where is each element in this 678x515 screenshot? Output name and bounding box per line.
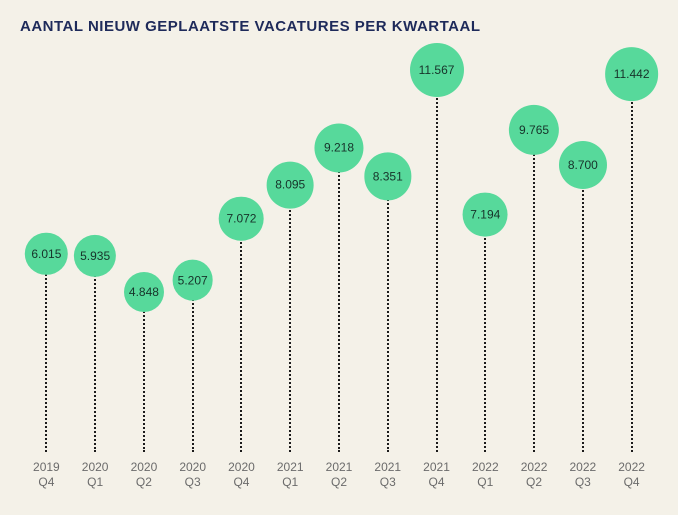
bubble-value: 11.442 [614, 67, 650, 81]
x-axis-quarter: Q4 [608, 475, 656, 490]
chart-stem [45, 254, 47, 452]
x-axis-year: 2021 [413, 460, 461, 475]
bubble-value: 8.700 [568, 158, 598, 172]
chart-stem [143, 292, 145, 452]
x-axis-label: 2022Q3 [559, 460, 607, 515]
x-axis-year: 2021 [364, 460, 412, 475]
x-axis-quarter: Q3 [169, 475, 217, 490]
x-axis-label: 2021Q1 [266, 460, 314, 515]
chart-column: 8.351 2021Q3 [364, 0, 412, 515]
x-axis-year: 2020 [169, 460, 217, 475]
chart-column: 11.442 2022Q4 [608, 0, 656, 515]
x-axis-quarter: Q3 [559, 475, 607, 490]
chart-bubble: 11.567 [410, 43, 464, 97]
chart-column: 9.218 2021Q2 [315, 0, 363, 515]
bubble-value: 4.848 [129, 285, 159, 299]
chart-column: 7.072 2020Q4 [217, 0, 265, 515]
bubble-value: 6.015 [31, 246, 61, 260]
chart-stem [436, 70, 438, 452]
bubble-value: 5.207 [178, 273, 208, 287]
chart-bubble: 4.848 [124, 272, 164, 312]
x-axis-label: 2020Q3 [169, 460, 217, 515]
x-axis-quarter: Q2 [120, 475, 168, 490]
chart-column: 8.095 2021Q1 [266, 0, 314, 515]
bubble-value: 9.218 [324, 141, 354, 155]
chart-column: 11.567 2021Q4 [413, 0, 461, 515]
chart-stem [338, 148, 340, 452]
x-axis-year: 2021 [315, 460, 363, 475]
chart-column: 4.848 2020Q2 [120, 0, 168, 515]
chart-stem [484, 215, 486, 452]
chart-bubble: 7.194 [463, 192, 508, 237]
x-axis-year: 2022 [608, 460, 656, 475]
chart-column: 5.935 2020Q1 [71, 0, 119, 515]
x-axis-quarter: Q4 [217, 475, 265, 490]
x-axis-quarter: Q2 [510, 475, 558, 490]
chart-bubble: 5.207 [172, 260, 213, 301]
x-axis-quarter: Q4 [22, 475, 70, 490]
x-axis-year: 2022 [559, 460, 607, 475]
x-axis-year: 2019 [22, 460, 70, 475]
bubble-value: 7.072 [226, 212, 256, 226]
x-axis-quarter: Q1 [266, 475, 314, 490]
x-axis-label: 2022Q2 [510, 460, 558, 515]
x-axis-label: 2021Q3 [364, 460, 412, 515]
x-axis-year: 2020 [71, 460, 119, 475]
x-axis-label: 2020Q4 [217, 460, 265, 515]
x-axis-quarter: Q1 [71, 475, 119, 490]
chart-bubble: 6.015 [25, 232, 67, 274]
chart-bubble: 5.935 [74, 235, 116, 277]
x-axis-quarter: Q3 [364, 475, 412, 490]
x-axis-quarter: Q4 [413, 475, 461, 490]
chart-stem [582, 165, 584, 452]
x-axis-label: 2022Q4 [608, 460, 656, 515]
chart-bubble: 7.072 [219, 196, 264, 241]
chart-column: 9.765 2022Q2 [510, 0, 558, 515]
bubble-value: 11.567 [419, 63, 455, 77]
bubble-value: 8.095 [275, 178, 305, 192]
chart-bubble: 11.442 [605, 48, 659, 102]
x-axis-quarter: Q2 [315, 475, 363, 490]
chart-bubble: 9.218 [314, 123, 363, 172]
bubble-value: 8.351 [373, 169, 403, 183]
chart-stem [533, 130, 535, 452]
chart-column: 7.194 2022Q1 [461, 0, 509, 515]
lollipop-chart: 6.0152019Q45.9352020Q14.8482020Q25.20720… [0, 0, 678, 515]
chart-bubble: 8.700 [559, 141, 607, 189]
bubble-value: 5.935 [80, 249, 110, 263]
chart-stem [631, 74, 633, 452]
x-axis-label: 2019Q4 [22, 460, 70, 515]
chart-column: 6.015 2019Q4 [22, 0, 70, 515]
x-axis-label: 2022Q1 [461, 460, 509, 515]
x-axis-label: 2020Q1 [71, 460, 119, 515]
x-axis-label: 2020Q2 [120, 460, 168, 515]
chart-column: 5.207 2020Q3 [169, 0, 217, 515]
x-axis-year: 2022 [461, 460, 509, 475]
x-axis-label: 2021Q4 [413, 460, 461, 515]
x-axis-year: 2022 [510, 460, 558, 475]
x-axis-year: 2020 [120, 460, 168, 475]
chart-bubble: 8.095 [267, 161, 314, 208]
chart-column: 8.700 2022Q3 [559, 0, 607, 515]
x-axis-quarter: Q1 [461, 475, 509, 490]
x-axis-year: 2020 [217, 460, 265, 475]
bubble-value: 9.765 [519, 123, 549, 137]
bubble-value: 7.194 [470, 208, 500, 222]
chart-bubble: 8.351 [364, 153, 411, 200]
x-axis-label: 2021Q2 [315, 460, 363, 515]
x-axis-year: 2021 [266, 460, 314, 475]
chart-bubble: 9.765 [509, 105, 559, 155]
chart-stem [240, 219, 242, 452]
chart-stem [289, 185, 291, 452]
chart-stem [94, 256, 96, 452]
chart-stem [192, 280, 194, 452]
chart-stem [387, 176, 389, 452]
